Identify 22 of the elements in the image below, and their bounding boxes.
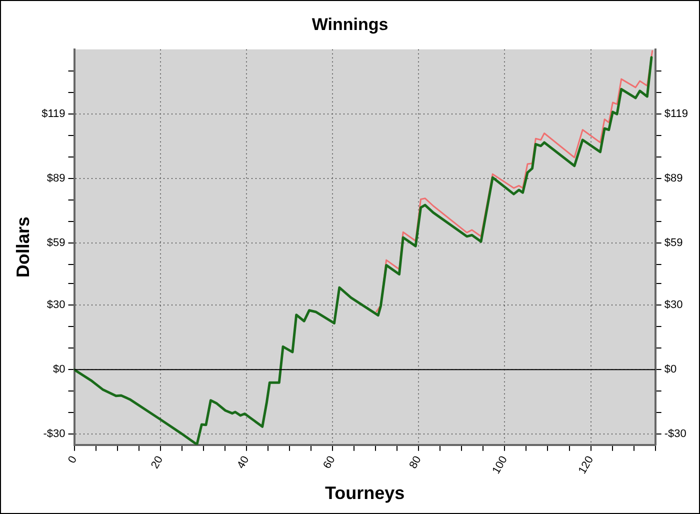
x-tick-label: 100 — [490, 454, 510, 476]
x-tick-label: 40 — [235, 454, 252, 471]
y-tick-label: $119 — [42, 108, 66, 120]
x-tick-label: 0 — [66, 454, 80, 466]
x-tick-label: 80 — [407, 454, 424, 471]
y-tick-label: $59 — [46, 236, 66, 249]
x-tick-label: 120 — [576, 454, 596, 476]
y2-tick-label: $59 — [664, 236, 683, 249]
y-tick-label: $89 — [46, 172, 66, 184]
x-tick-label: 20 — [149, 454, 166, 471]
x-tick-label: 60 — [321, 454, 338, 471]
y2-tick-label: $0 — [664, 364, 677, 376]
chart-title: Winnings — [312, 14, 388, 34]
x-axis-title: Tourneys — [324, 483, 405, 504]
y-tick-label: $30 — [46, 299, 66, 312]
y-axis-title: Dollars — [12, 216, 33, 278]
y2-tick-label: $89 — [664, 172, 683, 184]
y2-tick-label: -$30 — [664, 428, 686, 440]
y-tick-label: $0 — [53, 364, 66, 376]
y-tick-label: -$30 — [43, 428, 66, 440]
y2-tick-label: $30 — [664, 299, 683, 312]
y2-tick-label: $119 — [664, 108, 688, 120]
